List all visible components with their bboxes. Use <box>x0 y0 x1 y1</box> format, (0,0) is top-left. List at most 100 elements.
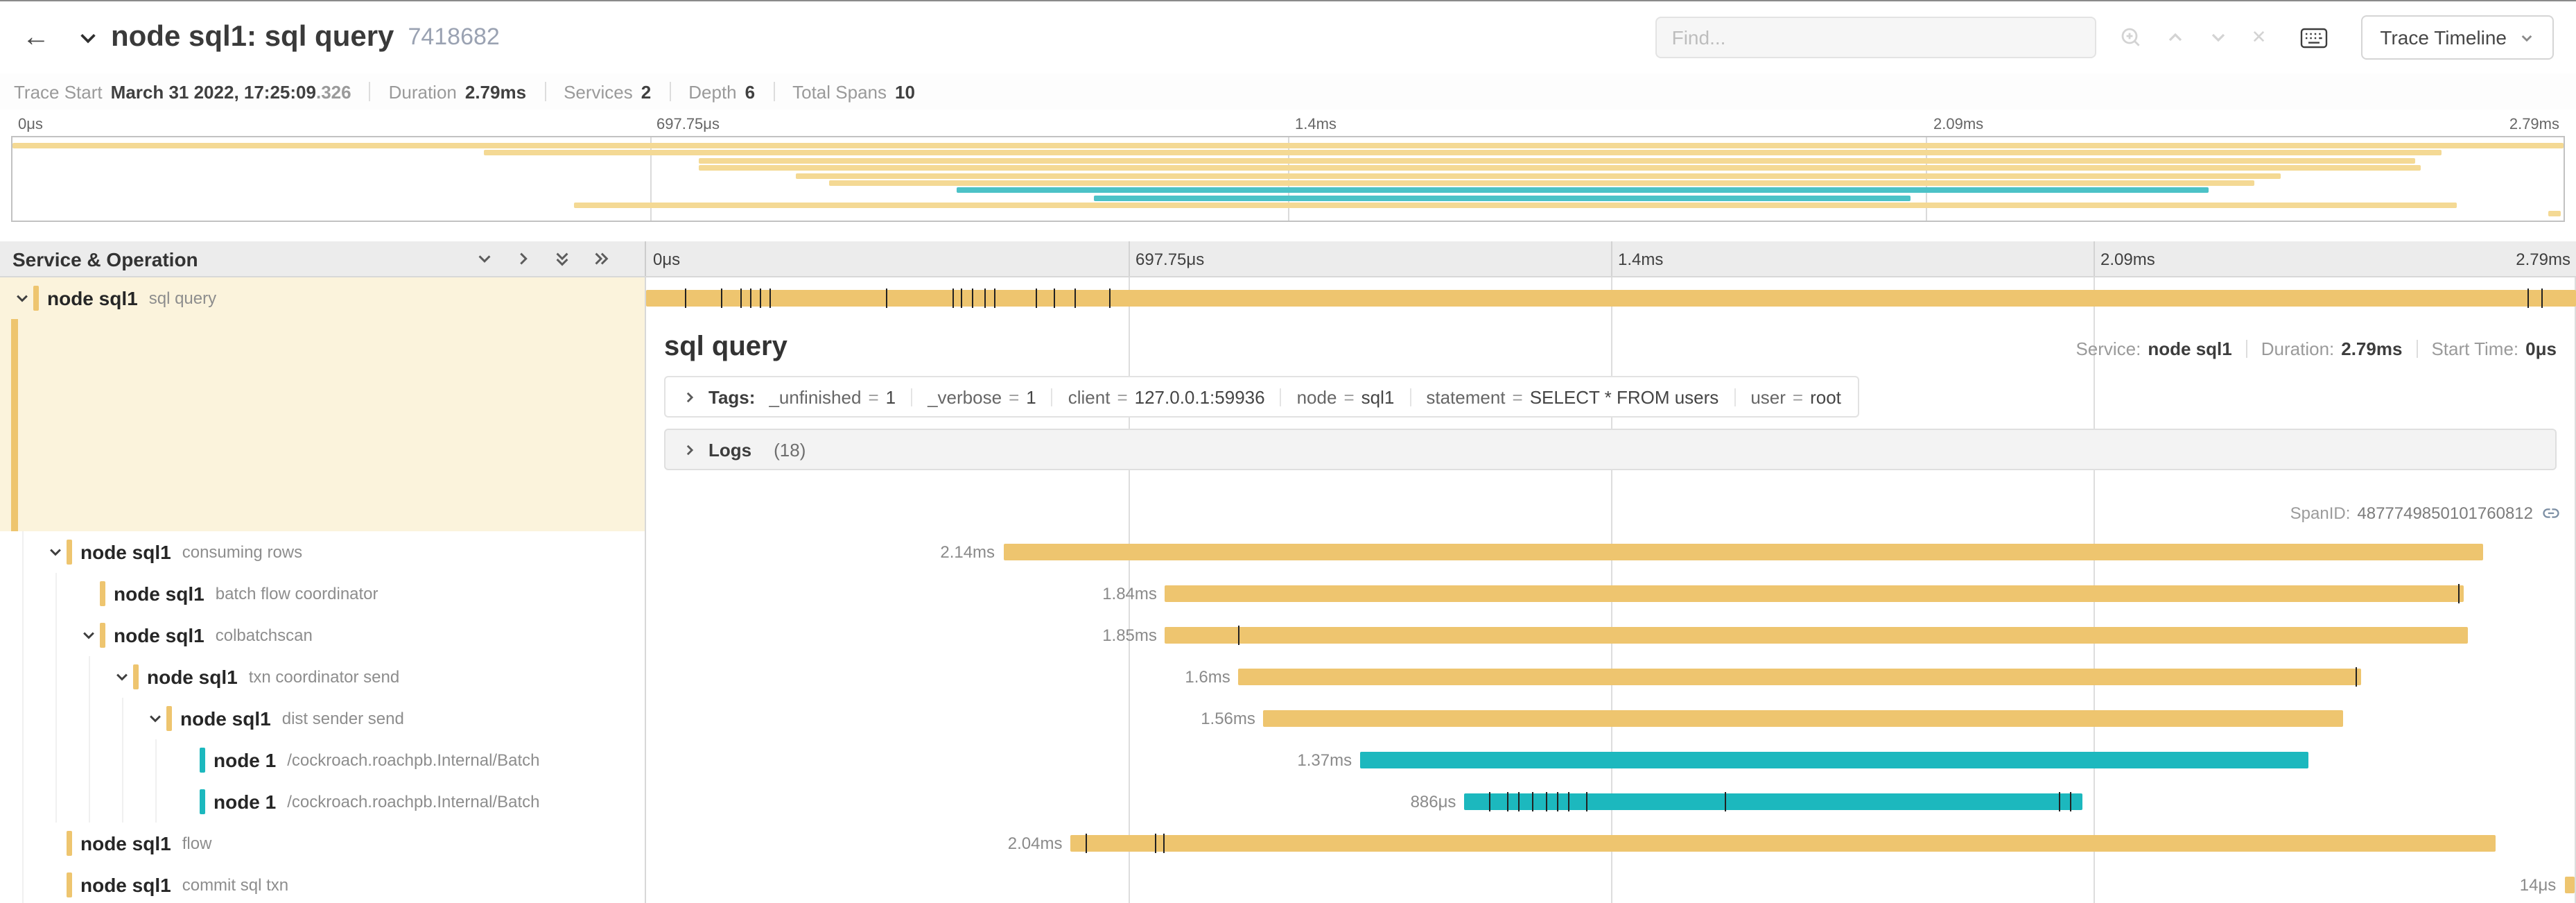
span-bar[interactable] <box>1263 710 2343 727</box>
expand-chevron-down-icon[interactable] <box>111 669 133 685</box>
axis-tick-label: 1.4ms <box>1618 250 1664 269</box>
next-match-chevron-down-icon[interactable] <box>2209 28 2228 47</box>
indent-guide <box>11 739 44 781</box>
log-tick <box>684 289 686 308</box>
tag-value: 1 <box>1026 386 1036 407</box>
zoom-in-icon[interactable] <box>2120 26 2142 49</box>
span-duration-label: 1.56ms <box>1201 709 1255 728</box>
search-input[interactable] <box>1655 17 2096 58</box>
collapse-one-chevron-down-icon[interactable] <box>476 250 494 268</box>
keyboard-shortcuts-icon[interactable] <box>2299 27 2327 48</box>
operation-name: commit sql txn <box>182 875 289 895</box>
service-name: node sql1 <box>180 707 271 730</box>
trace-collapse-chevron-down-icon[interactable] <box>78 27 98 48</box>
duration-label: Duration: <box>2261 338 2335 359</box>
tag-equals: = <box>1009 386 1020 407</box>
span-tree-row[interactable]: node sql1 commit sql txn <box>0 864 645 903</box>
span-tree-row[interactable]: node sql1 colbatchscan <box>0 614 645 656</box>
indent-guide <box>11 573 44 614</box>
span-bar[interactable] <box>1165 627 2469 644</box>
span-detail-title: sql query <box>664 332 787 362</box>
span-timeline-row: 1.85ms <box>646 614 2576 656</box>
log-tick <box>1163 834 1165 853</box>
tag-value: SELECT * FROM users <box>1529 386 1719 407</box>
span-bar[interactable] <box>1165 585 2464 602</box>
span-bar[interactable] <box>646 290 2576 307</box>
summary-value: 2 <box>641 81 652 102</box>
span-tree-row[interactable]: node sql1 sql query <box>0 277 645 319</box>
expand-chevron-down-icon[interactable] <box>78 627 100 644</box>
axis-tick-label: 697.75μs <box>656 117 720 133</box>
separator <box>2245 340 2247 358</box>
tag-equals: = <box>1117 386 1128 407</box>
tags-accordion[interactable]: Tags: _unfinished = 1 _verbose = 1 client = 127.… <box>664 376 1859 418</box>
tree-controls <box>476 250 610 268</box>
service-name: node sql1 <box>114 583 204 605</box>
prev-match-chevron-up-icon[interactable] <box>2166 28 2185 47</box>
summary-value: 10 <box>895 81 915 102</box>
summary-value: 6 <box>745 81 756 102</box>
span-bar[interactable] <box>1070 835 2496 852</box>
indent-guide <box>111 739 144 781</box>
service-color-bar <box>200 748 205 773</box>
indent-guide <box>11 781 44 823</box>
clear-search-icon[interactable]: ✕ <box>2251 26 2267 47</box>
span-id-value: 4877749850101760812 <box>2357 504 2533 523</box>
minimap-span-bar <box>484 150 2442 156</box>
duration-value: 2.79ms <box>2341 338 2403 359</box>
span-tree-row[interactable]: node 1/cockroach.roachpb.Internal/Batch <box>0 739 645 781</box>
gridline <box>1129 241 1130 276</box>
log-tick <box>2356 667 2358 687</box>
log-tick <box>1489 792 1491 811</box>
trace-timeline-dropdown[interactable]: Trace Timeline <box>2360 15 2554 60</box>
separator <box>1734 388 1736 406</box>
operation-name: flow <box>182 834 212 853</box>
separator <box>544 82 546 101</box>
operation-name: /cockroach.roachpb.Internal/Batch <box>287 750 540 770</box>
span-tree-row[interactable]: node sql1 dist sender send <box>0 698 645 739</box>
summary-item: Total Spans 10 <box>792 81 915 102</box>
collapse-all-double-chevron-down-icon[interactable] <box>553 250 571 268</box>
span-bar[interactable] <box>1238 669 2362 685</box>
span-id-label: SpanID: <box>2290 504 2351 523</box>
logs-accordion[interactable]: Logs (18) <box>664 429 2557 470</box>
expand-chevron-down-icon[interactable] <box>144 710 166 727</box>
gridline <box>1288 137 1289 221</box>
tag-key: statement <box>1426 386 1506 407</box>
span-tree-row[interactable]: node sql1 batch flow coordinator <box>0 573 645 614</box>
indent-guide <box>11 531 44 573</box>
back-arrow-button[interactable]: ← <box>22 22 50 53</box>
span-bar[interactable] <box>2564 877 2575 893</box>
span-duration-label: 14μs <box>2519 875 2557 895</box>
chevron-right-icon <box>682 442 697 457</box>
expand-one-chevron-right-icon[interactable] <box>514 250 532 268</box>
minimap-span-bar <box>956 187 2209 194</box>
span-detail-header: sql query Service: node sql1 Duration: 2… <box>664 332 2557 363</box>
service-color-bar <box>200 789 205 814</box>
indent-guide <box>11 614 44 656</box>
span-tree-row[interactable]: node sql1 consuming rows <box>0 531 645 573</box>
log-tick <box>1074 289 1077 308</box>
span-tree-row[interactable]: node 1/cockroach.roachpb.Internal/Batch <box>0 781 645 823</box>
minimap-span-bar <box>698 165 2421 171</box>
span-tree-row[interactable]: node sql1 flow <box>0 823 645 864</box>
span-tree-row[interactable]: node sql1 txn coordinator send <box>0 656 645 698</box>
span-timeline-row <box>646 277 2576 319</box>
indent-guide <box>78 656 111 698</box>
operation-name: colbatchscan <box>215 626 313 645</box>
expand-chevron-down-icon[interactable] <box>44 544 67 560</box>
span-bar[interactable] <box>1464 793 2082 810</box>
link-icon[interactable] <box>2541 504 2561 523</box>
expand-all-double-chevron-right-icon[interactable] <box>592 250 610 268</box>
service-name: node sql1 <box>114 624 204 646</box>
span-tree: node sql1 sql query node sql1 consuming ro… <box>0 277 646 903</box>
span-bar[interactable] <box>1360 752 2308 768</box>
service-value: node sql1 <box>2148 338 2232 359</box>
service-color-bar <box>133 664 139 689</box>
minimap[interactable] <box>11 136 2565 222</box>
service-name: node sql1 <box>147 666 238 688</box>
service-name: node 1 <box>214 791 277 813</box>
expand-chevron-down-icon[interactable] <box>11 290 33 307</box>
tag-equals: = <box>1512 386 1523 407</box>
span-bar[interactable] <box>1003 544 2484 560</box>
